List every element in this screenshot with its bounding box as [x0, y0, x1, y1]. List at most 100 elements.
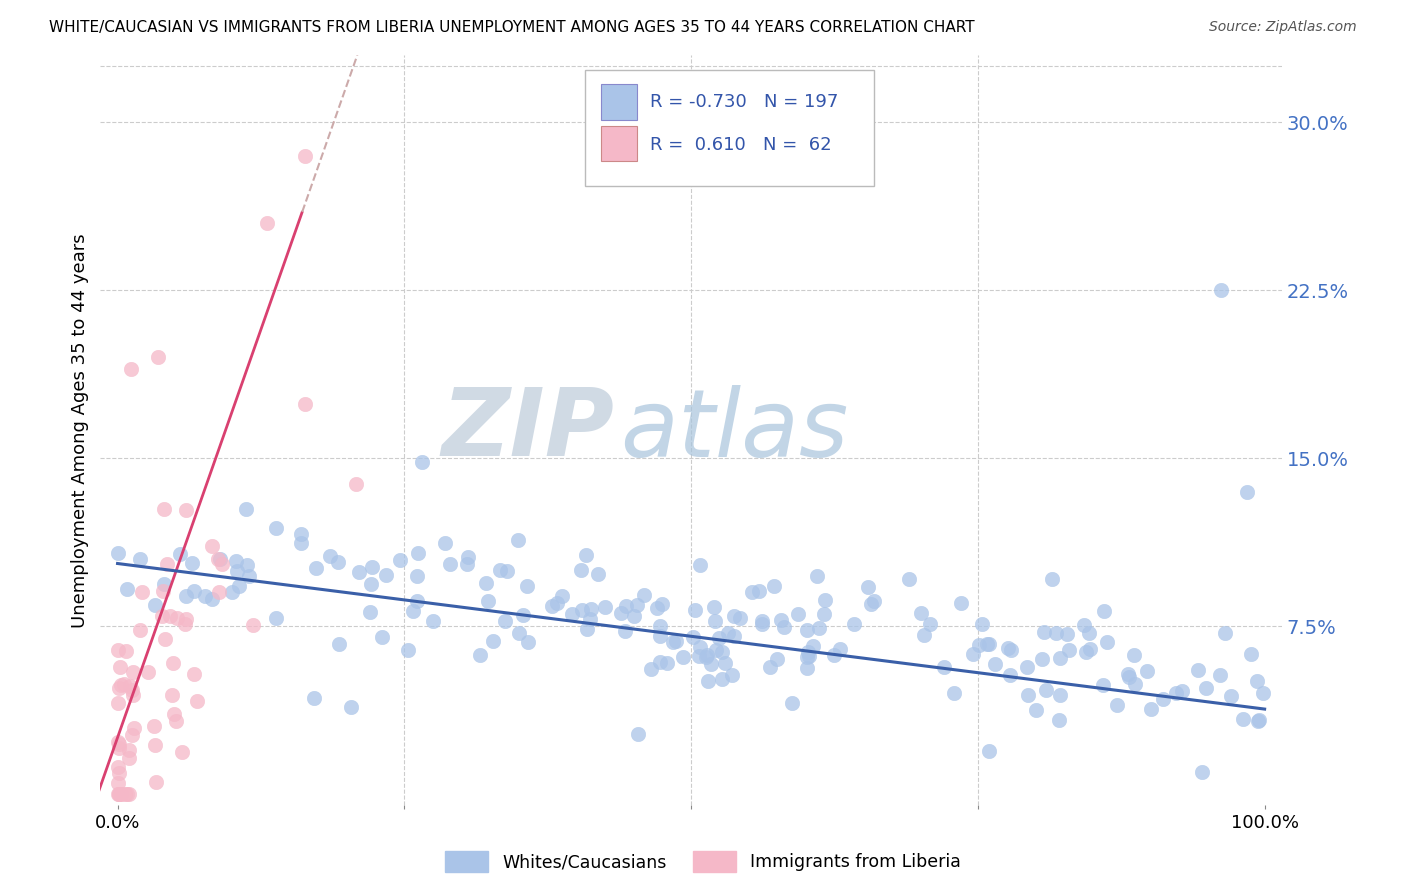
Point [797, 645, 820, 659]
Point [1049, 651, 1071, 665]
Point [169, 547, 191, 561]
Point [349, 565, 371, 579]
Point [172, 745, 194, 759]
Point [723, 629, 745, 643]
Point [181, 557, 204, 571]
Point [388, 553, 411, 567]
Point [146, 351, 169, 365]
Point [704, 614, 727, 628]
Point [512, 607, 534, 622]
Point [689, 640, 711, 654]
Point [122, 665, 145, 679]
Point [682, 630, 704, 644]
Point [153, 632, 176, 646]
Point [163, 707, 186, 722]
Point [107, 735, 129, 749]
Text: atlas: atlas [620, 384, 848, 475]
Point [496, 564, 519, 578]
Point [710, 672, 733, 686]
Point [711, 645, 734, 659]
Point [610, 606, 633, 620]
Point [1057, 643, 1080, 657]
Point [623, 609, 645, 624]
Point [489, 563, 512, 577]
Point [830, 641, 852, 656]
Point [1045, 625, 1067, 640]
Point [517, 635, 540, 649]
Point [264, 521, 287, 535]
Point [264, 611, 287, 625]
Point [842, 616, 865, 631]
Point [508, 626, 530, 640]
Point [107, 546, 129, 560]
Point [862, 593, 884, 607]
Point [1195, 681, 1218, 695]
Point [650, 597, 672, 611]
Point [375, 568, 398, 582]
Point [1015, 660, 1038, 674]
Point [1220, 689, 1243, 703]
Text: ZIP: ZIP [441, 384, 614, 476]
FancyBboxPatch shape [585, 70, 875, 186]
Point [1209, 283, 1232, 297]
Point [235, 502, 257, 516]
Point [477, 593, 499, 607]
Point [256, 216, 278, 230]
Point [118, 679, 141, 693]
Point [340, 699, 363, 714]
Point [516, 579, 538, 593]
Point [723, 609, 745, 624]
Point [406, 594, 429, 608]
Point [107, 776, 129, 790]
Point [569, 563, 592, 577]
Point [1049, 713, 1071, 727]
Point [671, 649, 693, 664]
Point [406, 569, 429, 583]
Point [108, 660, 131, 674]
Point [910, 606, 932, 620]
Point [238, 569, 260, 583]
Point [470, 648, 492, 662]
Point [107, 760, 129, 774]
Point [823, 648, 845, 662]
Point [614, 599, 637, 613]
Point [1025, 703, 1047, 717]
Point [766, 652, 789, 666]
Point [541, 599, 564, 613]
Point [115, 582, 138, 597]
Point [576, 622, 599, 636]
Point [475, 576, 498, 591]
Point [457, 550, 479, 565]
Point [107, 787, 129, 801]
Point [1000, 642, 1022, 657]
Point [796, 624, 818, 638]
Point [107, 642, 129, 657]
Point [118, 787, 141, 801]
Point [717, 626, 740, 640]
Point [1017, 688, 1039, 702]
Point [122, 689, 145, 703]
Point [806, 569, 828, 583]
Point [782, 696, 804, 710]
Point [1139, 702, 1161, 716]
Point [208, 584, 231, 599]
Point [1056, 627, 1078, 641]
Point [1095, 634, 1118, 648]
Point [1187, 663, 1209, 677]
Point [408, 546, 430, 560]
Point [1249, 713, 1271, 727]
Point [920, 617, 942, 632]
Point [1035, 682, 1057, 697]
Legend: Whites/Caucasians, Immigrants from Liberia: Whites/Caucasians, Immigrants from Liber… [439, 844, 967, 879]
Point [115, 644, 138, 658]
Point [108, 765, 131, 780]
Point [166, 610, 188, 624]
Point [972, 616, 994, 631]
Point [807, 621, 830, 635]
Point [290, 535, 312, 549]
Point [770, 613, 793, 627]
Point [194, 589, 217, 603]
Point [235, 558, 257, 572]
Point [422, 614, 444, 628]
Point [174, 589, 197, 603]
